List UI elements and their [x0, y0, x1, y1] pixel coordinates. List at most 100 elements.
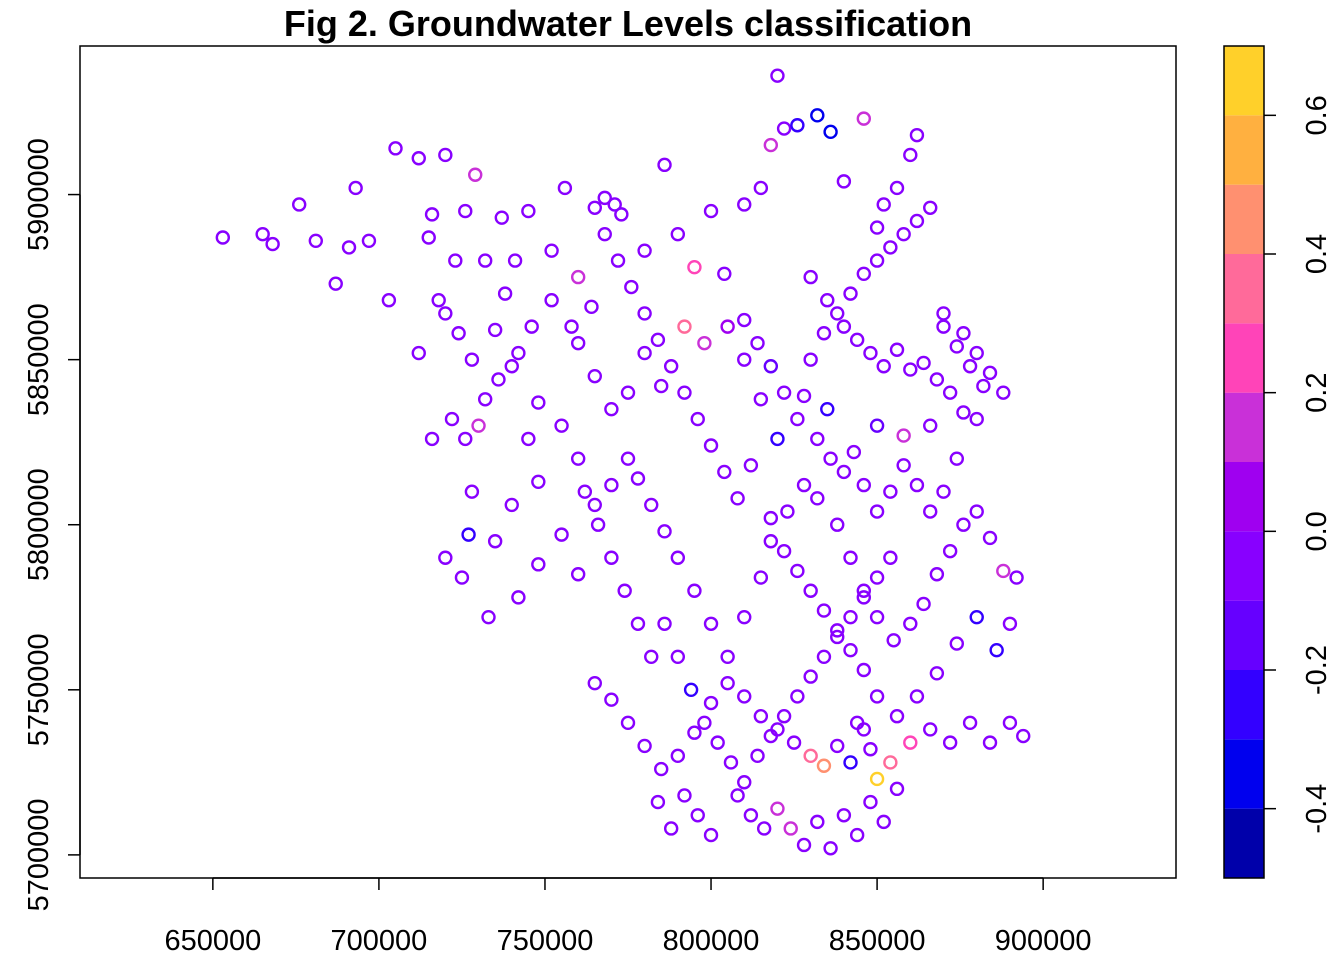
data-point [697, 715, 712, 731]
data-point [942, 385, 958, 400]
data-point [909, 477, 925, 493]
data-point [909, 689, 925, 704]
data-point [1016, 728, 1031, 744]
data-point [531, 557, 546, 572]
data-point [637, 738, 652, 754]
data-point [697, 335, 712, 351]
data-point [790, 689, 805, 704]
data-point [654, 761, 669, 777]
chart-title: Fig 2. Groundwater Levels classification [284, 3, 972, 44]
data-point [477, 392, 493, 407]
data-point [962, 359, 978, 374]
data-point [610, 253, 626, 268]
data-point [843, 755, 858, 770]
data-point [743, 808, 759, 823]
data-point [737, 197, 752, 212]
data-point [431, 293, 446, 308]
data-point [614, 207, 629, 222]
data-point [557, 180, 573, 196]
data-point [644, 497, 659, 513]
data-point [497, 286, 513, 301]
data-point [521, 203, 536, 219]
data-point [776, 709, 792, 724]
colorbar-tick-label: 0.2 [1301, 373, 1333, 413]
data-point [292, 197, 307, 212]
data-point [687, 583, 702, 598]
data-point [763, 728, 779, 744]
data-point [942, 735, 958, 750]
data-point [663, 821, 679, 836]
data-point [969, 411, 984, 427]
data-point [776, 543, 792, 559]
data-point [471, 418, 486, 433]
data-point [956, 405, 971, 420]
data-point [521, 431, 536, 447]
data-point [637, 243, 652, 258]
data-point [737, 352, 752, 367]
y-axis: 5700000 5750000 5800000 5850000 5900000 [23, 138, 81, 911]
data-point [883, 755, 898, 770]
data-point [454, 570, 470, 585]
data-point [683, 682, 699, 698]
data-point [424, 431, 440, 447]
data-point [604, 477, 619, 493]
data-point [823, 124, 838, 140]
data-point [604, 692, 619, 707]
colorbar-band [1224, 115, 1264, 185]
data-point [763, 534, 779, 549]
data-point [328, 276, 343, 291]
data-point [810, 108, 825, 123]
data-point [644, 649, 659, 664]
colorbar-band [1224, 323, 1264, 393]
y-tick-label: 5750000 [23, 633, 55, 746]
data-point [650, 332, 666, 348]
colorbar-band [1224, 531, 1264, 601]
data-point [411, 345, 426, 361]
data-point [916, 596, 931, 612]
data-point [341, 240, 357, 255]
data-point [823, 451, 838, 466]
data-point [856, 590, 872, 605]
data-point [830, 623, 845, 638]
data-point [996, 563, 1011, 579]
data-point [1002, 616, 1018, 631]
data-point [869, 689, 885, 704]
data-point [587, 676, 602, 691]
data-point [843, 550, 858, 565]
data-point [753, 570, 769, 585]
data-point [630, 616, 646, 631]
data-point [836, 808, 852, 823]
data-point [942, 543, 958, 559]
data-point [670, 748, 686, 764]
data-point [448, 253, 463, 268]
data-point [763, 359, 779, 374]
data-point [1009, 570, 1024, 585]
data-point [677, 319, 692, 334]
data-point [790, 563, 805, 579]
data-point [737, 689, 752, 704]
data-point [816, 758, 832, 773]
data-point [836, 464, 852, 480]
data-point [856, 583, 872, 598]
data-point [690, 808, 705, 823]
data-point [421, 230, 436, 245]
data-point [846, 444, 862, 460]
data-point [461, 527, 476, 542]
data-point [843, 642, 858, 658]
data-point [663, 359, 679, 374]
data-points [215, 68, 1031, 856]
data-point [883, 550, 898, 565]
x-tick-label: 800000 [663, 925, 760, 957]
data-point [903, 616, 918, 631]
data-point [737, 312, 752, 328]
data-point [962, 715, 978, 731]
data-point [849, 332, 865, 348]
data-point [753, 180, 769, 196]
data-point [876, 197, 891, 212]
data-point [654, 378, 669, 394]
data-point [617, 583, 632, 598]
colorbar-tick-label: -0.2 [1301, 645, 1333, 695]
y-tick-label: 5850000 [23, 303, 55, 416]
data-point [863, 742, 878, 757]
data-point [969, 609, 984, 625]
